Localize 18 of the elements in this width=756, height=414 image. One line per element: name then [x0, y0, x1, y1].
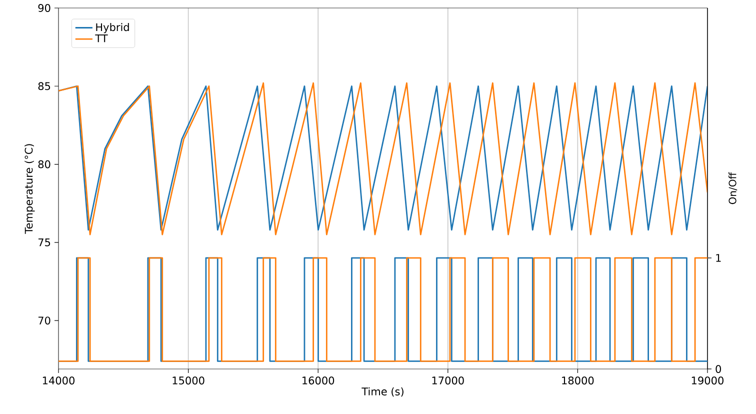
y-tick-label: 85 — [38, 82, 50, 90]
y2-tick-label: 0 — [716, 365, 721, 373]
y-tick-label: 90 — [38, 4, 50, 12]
y-axis-title: Temperature (°C) — [24, 144, 35, 234]
x-tick-label: 15000 — [172, 376, 204, 384]
legend-label: TT — [95, 34, 108, 42]
x-tick-label: 18000 — [562, 376, 594, 384]
x-tick-label: 14000 — [42, 376, 74, 384]
x-tick-label: 16000 — [302, 376, 334, 384]
y-tick-label: 75 — [38, 238, 50, 246]
y2-axis-title: On/Off — [728, 172, 738, 204]
legend-label: Hybrid — [96, 23, 129, 34]
y2-tick-label: 1 — [716, 254, 721, 262]
y-tick-label: 70 — [38, 316, 50, 325]
x-axis-title: Time (s) — [362, 387, 404, 397]
x-tick-label: 19000 — [692, 376, 724, 384]
x-tick-label: 17000 — [432, 376, 464, 384]
y-tick-label: 80 — [38, 160, 50, 168]
